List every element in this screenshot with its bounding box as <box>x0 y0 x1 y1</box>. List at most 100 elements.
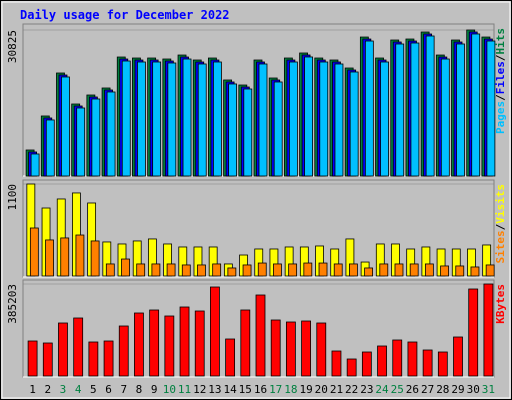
legend: Pages/Files/Hits <box>494 28 507 134</box>
bar <box>486 40 496 177</box>
x-tick-label: 11 <box>178 383 191 396</box>
bar <box>453 336 463 377</box>
bar <box>42 342 53 377</box>
x-tick-label: 24 <box>375 383 389 396</box>
bar <box>181 264 191 277</box>
x-tick-label: 25 <box>391 383 404 396</box>
bar <box>258 63 268 177</box>
bar <box>440 265 449 277</box>
bar <box>103 340 114 377</box>
x-tick-label: 9 <box>151 383 158 396</box>
bar <box>88 341 99 377</box>
bar <box>134 312 144 377</box>
legend-separator: / <box>494 54 507 61</box>
bar <box>273 263 282 277</box>
bar <box>407 341 418 377</box>
x-tick-label: 7 <box>120 383 127 396</box>
bar <box>364 40 374 177</box>
chart-title: Daily usage for December 2022 <box>20 8 230 22</box>
bar <box>377 345 387 377</box>
bar <box>318 262 328 277</box>
bar <box>213 61 222 177</box>
bar <box>151 263 161 277</box>
bar <box>137 61 146 177</box>
bar <box>424 263 434 277</box>
x-tick-label: 13 <box>208 383 221 396</box>
x-tick-label: 28 <box>436 383 449 396</box>
bar <box>240 309 251 377</box>
bar <box>243 88 253 177</box>
x-tick-label: 15 <box>239 383 252 396</box>
bar <box>136 263 146 277</box>
bar <box>380 61 389 177</box>
bar <box>121 258 130 277</box>
legend-entry: Visits <box>494 184 507 224</box>
bar <box>58 322 68 377</box>
legend-entry: Hits <box>494 28 507 55</box>
bar <box>179 306 190 377</box>
legend-separator: / <box>494 223 507 230</box>
bar <box>440 58 450 177</box>
bar <box>285 321 296 377</box>
x-tick-label: 16 <box>254 383 267 396</box>
bar <box>364 267 374 277</box>
y-tick-label: 1100 <box>6 184 19 211</box>
x-tick-label: 26 <box>406 383 419 396</box>
bar <box>331 350 342 377</box>
bar <box>361 351 372 377</box>
x-tick-label: 4 <box>75 383 82 396</box>
bar <box>379 263 389 277</box>
bar <box>164 315 175 377</box>
bar <box>270 319 281 377</box>
bar <box>288 61 298 177</box>
bar <box>225 338 236 377</box>
bar <box>333 263 343 277</box>
bar <box>210 286 220 377</box>
x-tick-label: 30 <box>467 383 480 396</box>
bar <box>61 76 70 177</box>
x-tick-label: 18 <box>284 383 297 396</box>
x-tick-label: 17 <box>269 383 282 396</box>
bar <box>395 43 405 177</box>
bar <box>483 283 494 377</box>
legend-entry: Sites <box>494 230 507 263</box>
x-tick-label: 8 <box>136 383 143 396</box>
x-tick-label: 14 <box>223 383 237 396</box>
bar <box>304 56 313 177</box>
legend: Sites/Visits <box>494 184 507 264</box>
x-tick-label: 19 <box>299 383 312 396</box>
x-tick-label: 22 <box>345 383 358 396</box>
bar <box>471 33 481 177</box>
bar <box>197 264 206 277</box>
bar <box>149 309 160 377</box>
bar <box>316 322 327 377</box>
bar <box>166 263 176 277</box>
bar <box>301 320 311 377</box>
bar <box>45 239 54 277</box>
bar <box>29 227 39 277</box>
bar <box>392 339 403 377</box>
bar <box>255 294 266 377</box>
bar <box>30 153 40 177</box>
bar <box>468 288 479 377</box>
x-tick-label: 12 <box>193 383 206 396</box>
bar <box>437 351 448 377</box>
bar <box>121 60 131 177</box>
bar <box>470 266 480 277</box>
bar <box>152 61 162 177</box>
x-tick-label: 23 <box>360 383 373 396</box>
x-tick-label: 20 <box>315 383 328 396</box>
legend-entry: KBytes <box>494 284 507 324</box>
legend: KBytes <box>494 284 507 324</box>
bar <box>197 63 207 177</box>
bar <box>76 107 86 177</box>
bar <box>227 267 237 277</box>
x-tick-label: 29 <box>451 383 464 396</box>
bar <box>257 262 267 277</box>
bar <box>75 234 85 277</box>
bar <box>288 263 298 277</box>
bar <box>319 61 329 177</box>
bar <box>194 310 205 377</box>
bar <box>394 263 404 277</box>
